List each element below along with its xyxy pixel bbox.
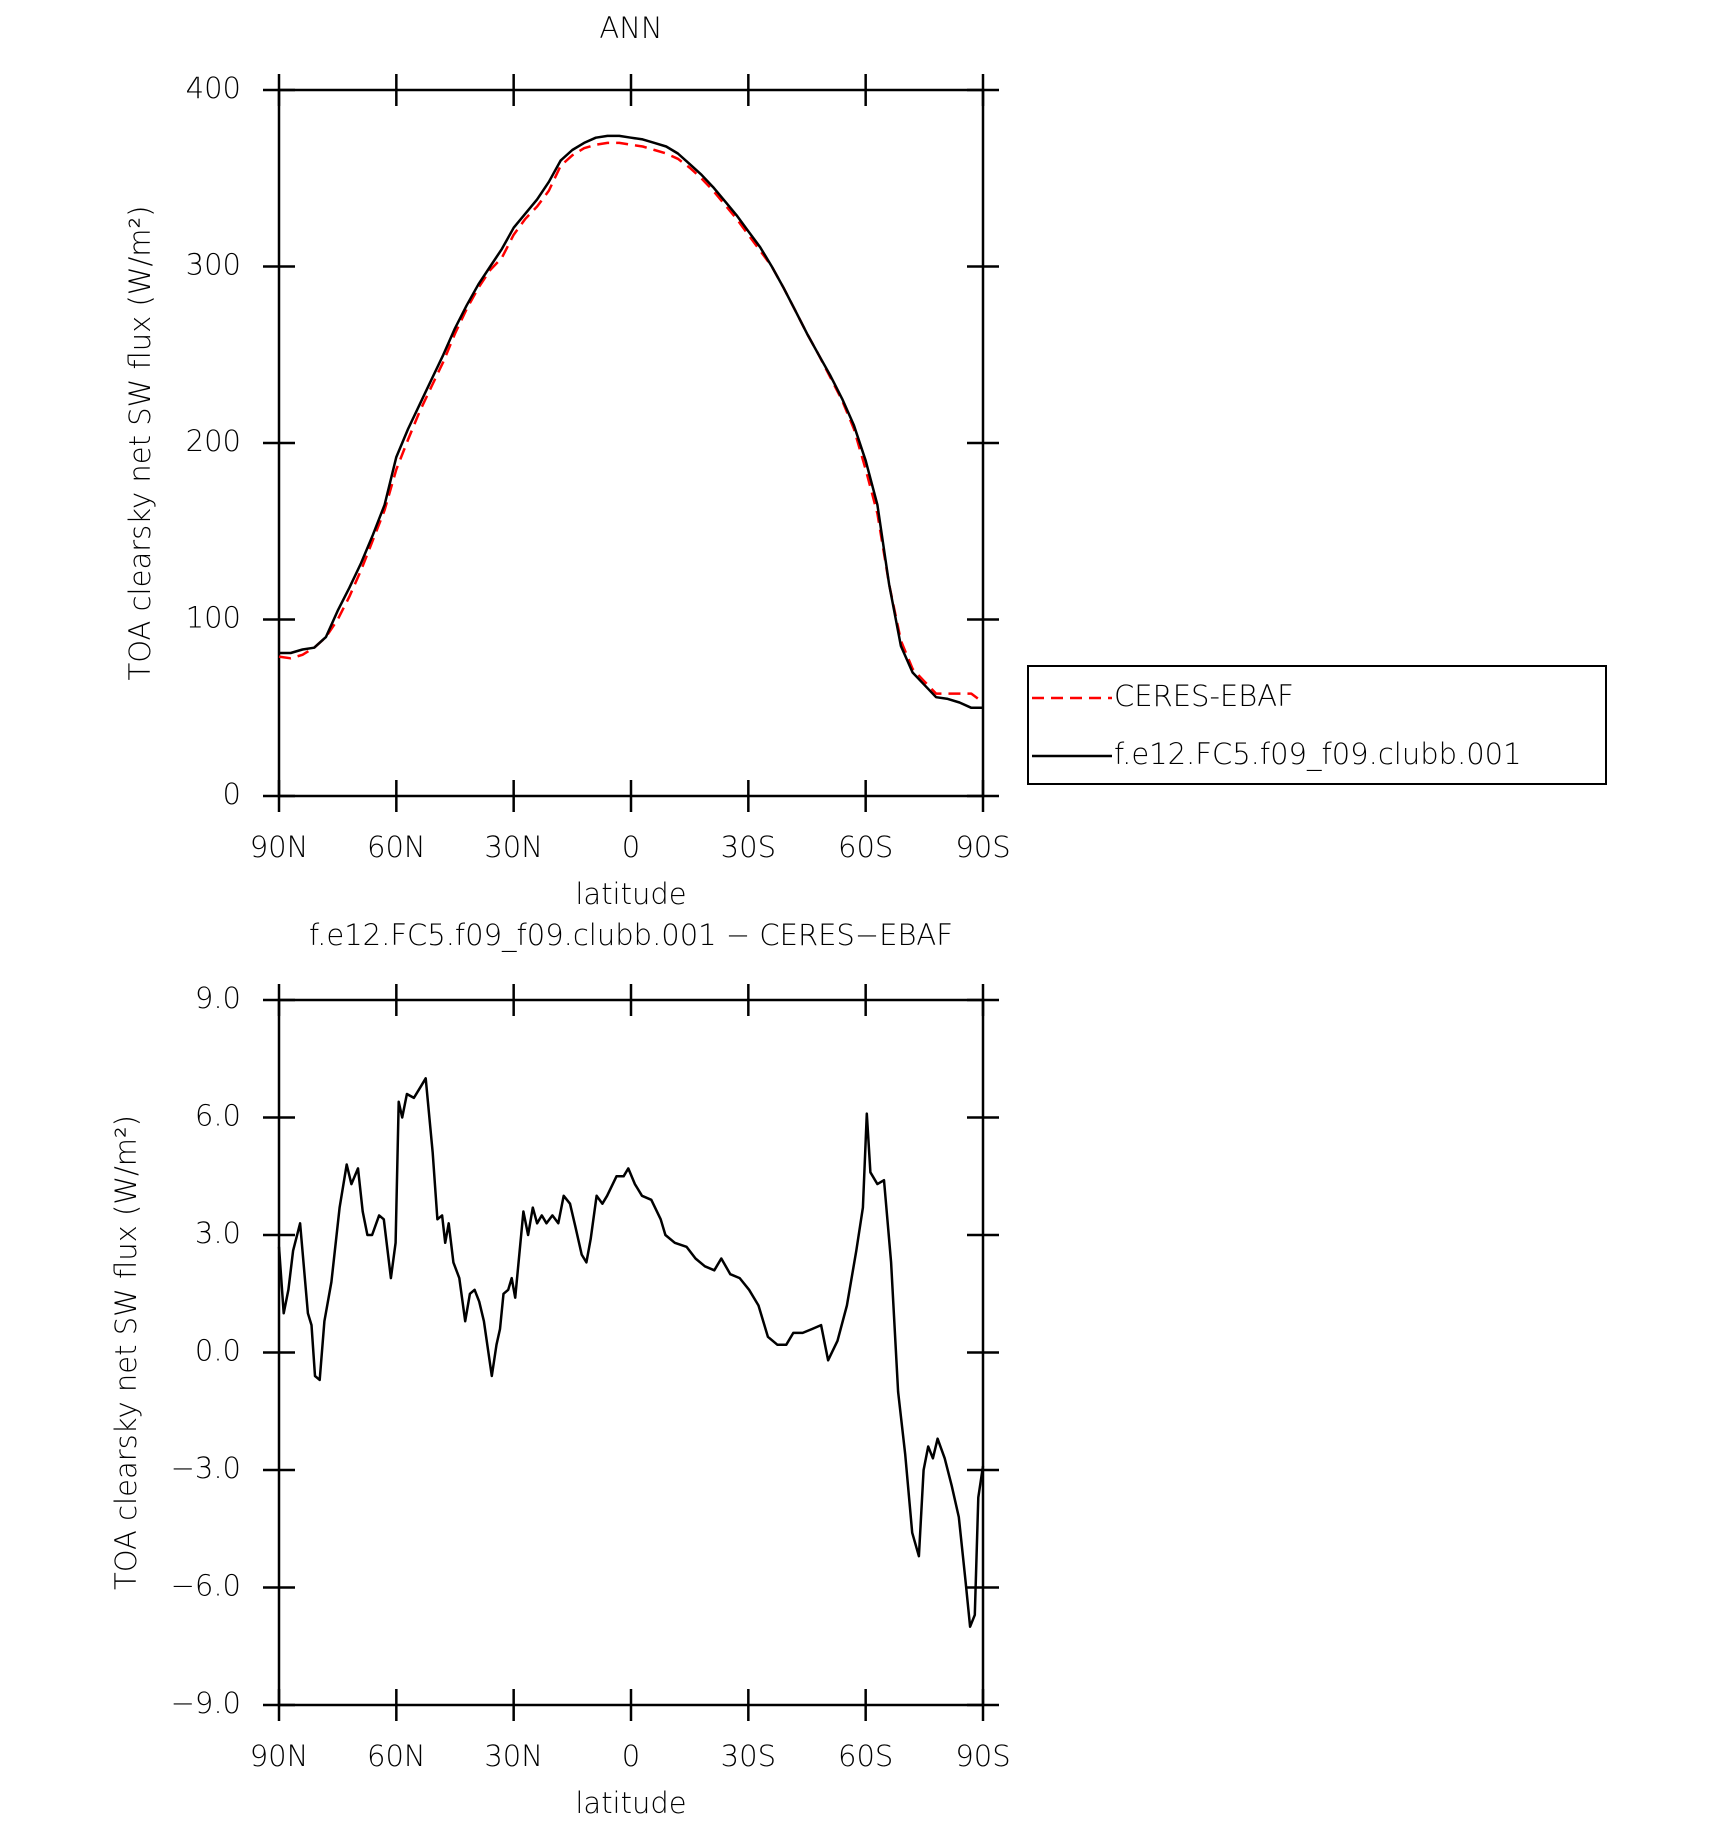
x-tick-label: 30N bbox=[484, 1739, 543, 1773]
x-tick-label: 90N bbox=[250, 1739, 309, 1773]
x-axis-label: latitude bbox=[575, 1786, 686, 1820]
chart-title: ANN bbox=[599, 11, 662, 45]
data-line bbox=[279, 134, 983, 710]
legend-label: CERES-EBAF bbox=[1114, 679, 1294, 713]
y-tick-label: −6.0 bbox=[171, 1569, 241, 1603]
x-axis-label: latitude bbox=[575, 877, 686, 911]
y-tick-label: −3.0 bbox=[171, 1451, 241, 1485]
x-tick-label: 90S bbox=[955, 830, 1010, 864]
x-tick-label: 0 bbox=[622, 830, 640, 864]
plot-frame bbox=[277, 88, 985, 798]
x-tick-label: 90N bbox=[250, 830, 309, 864]
x-tick-label: 60S bbox=[838, 830, 893, 864]
legend-label: f.e12.FC5.f09_f09.clubb.001 bbox=[1114, 737, 1522, 772]
y-tick-label: −9.0 bbox=[171, 1686, 241, 1720]
x-tick-label: 30S bbox=[721, 1739, 776, 1773]
x-tick-label: 90S bbox=[955, 1739, 1010, 1773]
y-tick-label: 100 bbox=[186, 601, 241, 635]
y-tick-label: 300 bbox=[186, 248, 241, 282]
y-tick-label: 0 bbox=[223, 777, 241, 811]
x-tick-label: 0 bbox=[622, 1739, 640, 1773]
y-tick-label: 400 bbox=[186, 71, 241, 105]
data-line bbox=[277, 1077, 985, 1628]
y-tick-label: 3.0 bbox=[195, 1216, 241, 1250]
x-tick-label: 60S bbox=[838, 1739, 893, 1773]
x-tick-label: 30N bbox=[484, 830, 543, 864]
data-line bbox=[278, 141, 984, 704]
x-tick-label: 30S bbox=[721, 830, 776, 864]
y-tick-label: 6.0 bbox=[195, 1099, 241, 1133]
y-axis-label: TOA clearsky net SW flux (W/m²) bbox=[109, 1115, 143, 1590]
y-tick-label: 0.0 bbox=[195, 1334, 241, 1368]
x-tick-label: 60N bbox=[367, 830, 426, 864]
y-tick-label: 200 bbox=[186, 424, 241, 458]
chart-title: f.e12.FC5.f09_f09.clubb.001 − CERES−EBAF bbox=[309, 918, 953, 953]
y-axis-label: TOA clearsky net SW flux (W/m²) bbox=[123, 206, 157, 681]
x-tick-label: 60N bbox=[367, 1739, 426, 1773]
plot-frame bbox=[277, 998, 985, 1707]
y-tick-label: 9.0 bbox=[195, 981, 241, 1015]
legend-box bbox=[1027, 665, 1607, 785]
